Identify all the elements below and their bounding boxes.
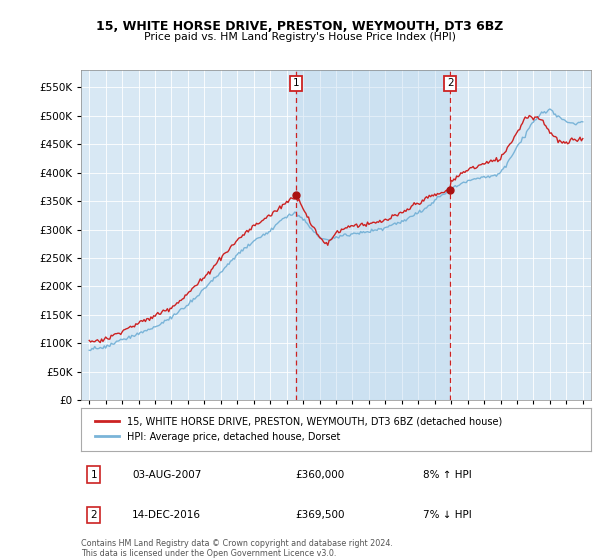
Text: 1: 1 [91, 470, 97, 479]
Text: 15, WHITE HORSE DRIVE, PRESTON, WEYMOUTH, DT3 6BZ: 15, WHITE HORSE DRIVE, PRESTON, WEYMOUTH… [97, 20, 503, 32]
Bar [296, 70, 451, 400]
Text: 1: 1 [293, 78, 299, 88]
Text: Price paid vs. HM Land Registry's House Price Index (HPI): Price paid vs. HM Land Registry's House … [144, 32, 456, 43]
Text: 2: 2 [91, 510, 97, 520]
Text: 2: 2 [447, 78, 454, 88]
Text: 7% ↓ HPI: 7% ↓ HPI [423, 510, 472, 520]
Text: Contains HM Land Registry data © Crown copyright and database right 2024.
This d: Contains HM Land Registry data © Crown c… [81, 539, 393, 558]
Text: £369,500: £369,500 [295, 510, 344, 520]
Text: 03-AUG-2007: 03-AUG-2007 [132, 470, 202, 479]
Text: 14-DEC-2016: 14-DEC-2016 [132, 510, 201, 520]
Text: 8% ↑ HPI: 8% ↑ HPI [423, 470, 472, 479]
Legend: 15, WHITE HORSE DRIVE, PRESTON, WEYMOUTH, DT3 6BZ (detached house), HPI: Average: 15, WHITE HORSE DRIVE, PRESTON, WEYMOUTH… [91, 413, 506, 446]
Text: £360,000: £360,000 [295, 470, 344, 479]
